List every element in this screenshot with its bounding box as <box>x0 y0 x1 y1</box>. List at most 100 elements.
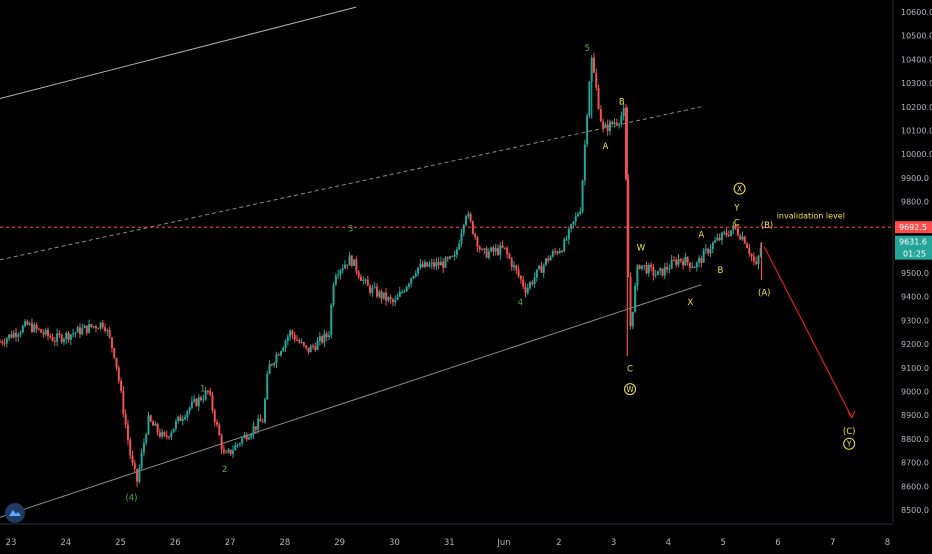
candle-body <box>110 337 113 348</box>
circled-wave-label: Y <box>846 440 852 449</box>
candle-body <box>85 325 88 333</box>
wave-label: 3 <box>348 224 353 234</box>
candle-body <box>720 232 723 241</box>
candle-body <box>62 339 65 342</box>
circled-wave-marker <box>624 383 637 396</box>
candle-body <box>542 264 545 273</box>
price-tick-label: 10200.0 <box>901 103 932 112</box>
candle-body <box>695 262 698 268</box>
candle-body <box>513 265 516 268</box>
candle-body <box>53 340 56 342</box>
price-tick-label: 10600.0 <box>901 8 932 17</box>
candle-body <box>627 179 630 278</box>
candle-body <box>35 324 38 329</box>
candle-body <box>385 292 388 301</box>
price-tick-label: 9300.0 <box>901 316 929 325</box>
candle-body <box>337 274 340 276</box>
candle-body <box>656 271 659 275</box>
candle-body <box>410 278 413 284</box>
candle-body <box>709 249 712 254</box>
candle-body <box>332 284 335 305</box>
time-tick-label: Jun <box>496 538 510 548</box>
wave-label: A <box>698 230 704 240</box>
candle-body <box>389 297 392 300</box>
wave-labels: (5)5BA3412(4)WXABCYC(B)(A)(C)invalidatio… <box>125 44 855 504</box>
invalidation-level-line <box>0 226 893 419</box>
candle-body <box>373 286 376 288</box>
candle-body <box>645 264 648 274</box>
candle-body <box>545 258 548 265</box>
candle-body <box>423 262 426 268</box>
candle-body <box>574 216 577 222</box>
candle-body <box>190 401 193 408</box>
candle-body <box>446 257 449 259</box>
time-tick-label: 5 <box>720 538 725 548</box>
candle-body <box>759 248 762 256</box>
candle-body <box>382 292 385 299</box>
candle-body <box>535 269 538 278</box>
candle-body <box>437 261 440 266</box>
candle-body <box>72 333 75 335</box>
candle-body <box>202 399 205 401</box>
candle-body <box>487 251 490 258</box>
candle-body <box>40 329 43 333</box>
price-tick-label: 10500.0 <box>901 32 932 41</box>
candle-body <box>225 452 228 454</box>
candle-body <box>206 390 209 392</box>
time-tick-label: 8 <box>885 538 890 548</box>
candle-body <box>471 221 474 234</box>
projection-arrow-line <box>763 246 853 418</box>
candle-body <box>174 421 177 429</box>
candle-body <box>284 340 287 348</box>
candle-body <box>10 334 13 338</box>
candle-body <box>494 248 497 252</box>
candle-body <box>481 249 484 251</box>
candle-body <box>631 311 634 327</box>
price-tick-label: 8500.0 <box>901 506 929 515</box>
time-tick-label: 2 <box>556 538 561 548</box>
candle-body <box>734 224 737 229</box>
price-tick-label: 10100.0 <box>901 127 932 136</box>
candle-body <box>24 321 27 326</box>
candle-body <box>154 423 157 426</box>
candle-body <box>474 233 477 237</box>
candle-body <box>615 122 618 125</box>
candle-body <box>213 410 216 423</box>
candle-body <box>675 260 678 265</box>
candle-body <box>222 449 225 453</box>
candle-body <box>3 343 6 345</box>
candle-body <box>506 248 509 255</box>
candle-body <box>90 324 93 327</box>
candle-body <box>499 245 502 255</box>
candle-body <box>179 416 182 421</box>
candle-body <box>142 443 145 453</box>
candle-body <box>640 265 643 269</box>
time-tick-label: 28 <box>279 538 290 548</box>
candle-body <box>49 335 52 338</box>
candle-body <box>405 286 408 292</box>
candle-body <box>417 267 420 274</box>
candle-body <box>234 445 237 451</box>
candle-body <box>606 124 609 132</box>
candle-body <box>723 232 726 234</box>
candle-body <box>458 243 461 250</box>
candle-body <box>476 236 479 248</box>
candle-body <box>321 336 324 343</box>
candle-body <box>599 108 602 122</box>
candle-body <box>193 398 196 402</box>
candle-body <box>323 333 326 343</box>
candle-body <box>270 364 273 366</box>
candle-body <box>33 324 36 332</box>
candle-body <box>309 345 312 353</box>
candle-body <box>567 228 570 240</box>
wave-label: W <box>637 243 646 253</box>
candle-body <box>624 108 627 180</box>
candle-body <box>21 325 24 333</box>
candle-body <box>403 291 406 293</box>
candle-body <box>204 390 207 400</box>
candle-body <box>170 432 173 438</box>
wave-label: (B) <box>761 221 773 231</box>
candle-body <box>668 268 671 270</box>
candle-body <box>560 250 563 252</box>
